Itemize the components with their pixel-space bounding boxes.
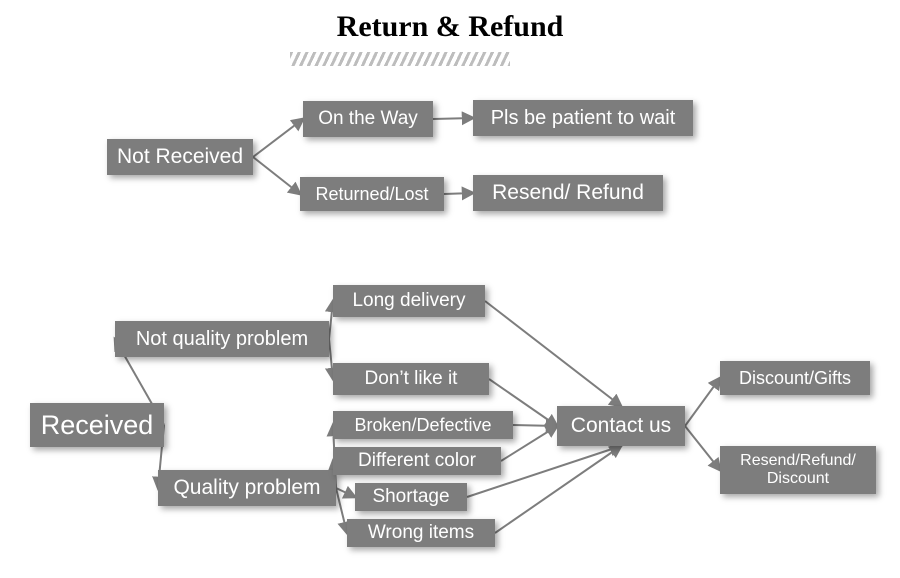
node-contact-us: Contact us	[557, 406, 685, 446]
node-quality: Quality problem	[158, 470, 336, 506]
node-diff-color: Different color	[333, 447, 501, 475]
edge-broken-to-contact-us	[513, 425, 557, 426]
edge-contact-us-to-resend-refund-disc	[685, 426, 720, 470]
node-not-quality: Not quality problem	[115, 321, 329, 357]
node-returned-lost: Returned/Lost	[300, 177, 444, 211]
node-resend-refund: Resend/ Refund	[473, 175, 663, 211]
edge-returned-lost-to-resend-refund	[444, 193, 473, 194]
node-discount-gifts: Discount/Gifts	[720, 361, 870, 395]
edge-quality-to-wrong-items	[336, 488, 347, 533]
node-broken: Broken/Defective	[333, 411, 513, 439]
node-wrong-items: Wrong items	[347, 519, 495, 547]
edge-not-received-to-returned-lost	[253, 157, 300, 194]
node-pls-wait: Pls be patient to wait	[473, 100, 693, 136]
node-shortage: Shortage	[355, 483, 467, 511]
node-on-the-way: On the Way	[303, 101, 433, 137]
title-divider	[290, 52, 510, 66]
edge-on-the-way-to-pls-wait	[433, 118, 473, 119]
edge-contact-us-to-discount-gifts	[685, 378, 720, 426]
edge-not-received-to-on-the-way	[253, 119, 303, 157]
node-long-delivery: Long delivery	[333, 285, 485, 317]
edge-quality-to-shortage	[336, 488, 355, 497]
node-not-received: Not Received	[107, 139, 253, 175]
node-dont-like: Don’t like it	[333, 363, 489, 395]
node-resend-refund-disc: Resend/Refund/Discount	[720, 446, 876, 494]
page-title: Return & Refund	[0, 10, 900, 44]
edge-wrong-items-to-contact-us	[495, 446, 621, 533]
node-received: Received	[30, 403, 164, 447]
edge-long-delivery-to-contact-us	[485, 301, 621, 406]
